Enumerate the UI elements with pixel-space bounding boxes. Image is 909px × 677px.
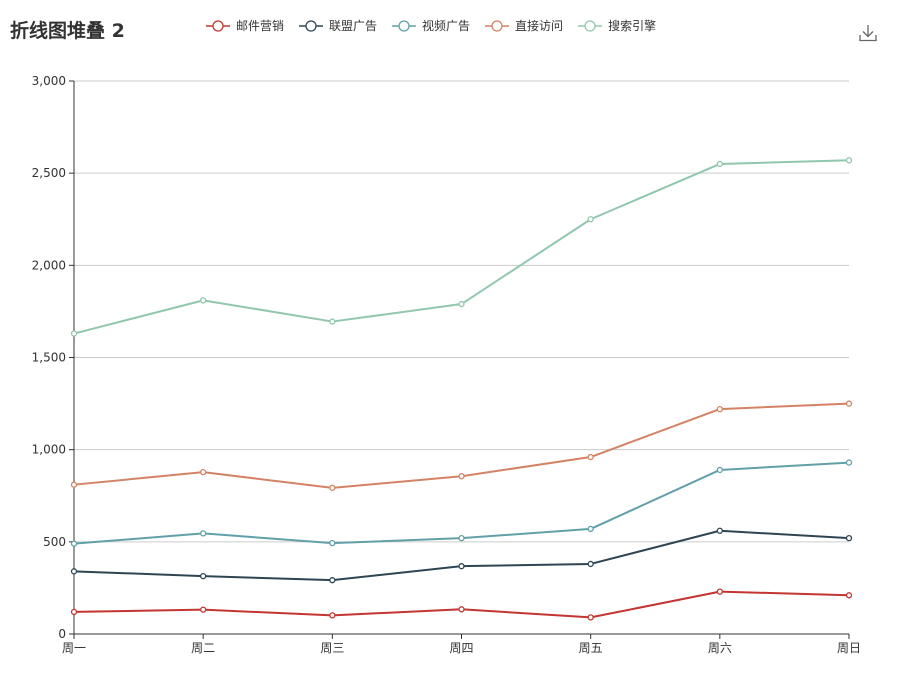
data-point[interactable] (200, 530, 207, 537)
data-point[interactable] (458, 473, 465, 480)
data-point[interactable] (70, 540, 78, 547)
legend-label: 搜索引擎 (608, 19, 657, 33)
data-point[interactable] (200, 572, 207, 580)
legend-line-icon (485, 19, 510, 32)
x-tick-label: 周四 (449, 641, 473, 655)
data-point[interactable] (587, 216, 594, 223)
data-point[interactable] (329, 577, 336, 584)
series-line[interactable] (73, 159, 850, 335)
x-tick-label: 周日 (837, 641, 861, 655)
data-point[interactable] (458, 563, 465, 570)
x-tick-label: 周二 (191, 641, 215, 655)
series-line[interactable] (73, 590, 850, 619)
legend-label: 联盟广告 (329, 19, 378, 33)
legend-line-icon (299, 19, 324, 32)
y-tick-label: 1,500 (32, 351, 66, 365)
data-point[interactable] (845, 459, 853, 466)
legend-item[interactable]: 直接访问 (484, 17, 563, 34)
x-tick-label: 周五 (579, 641, 603, 655)
data-point[interactable] (845, 592, 853, 599)
legend-line-icon (578, 19, 603, 32)
y-tick-label: 2,000 (32, 258, 66, 272)
legend-line-icon (392, 19, 417, 32)
y-tick-label: 1,000 (32, 443, 66, 457)
data-point[interactable] (70, 608, 78, 616)
legend-item[interactable]: 邮件营销 (205, 17, 284, 34)
data-point[interactable] (200, 297, 207, 304)
x-tick-label: 周六 (708, 641, 732, 655)
data-point[interactable] (845, 400, 853, 407)
data-point[interactable] (716, 527, 723, 534)
data-point[interactable] (587, 525, 594, 533)
data-point[interactable] (200, 469, 207, 476)
data-point[interactable] (458, 534, 465, 542)
data-point[interactable] (70, 568, 78, 575)
data-point[interactable] (70, 481, 78, 488)
legend-item[interactable]: 搜索引擎 (577, 17, 656, 34)
data-point[interactable] (587, 453, 594, 461)
legend-label: 邮件营销 (236, 19, 285, 33)
data-point[interactable] (845, 534, 853, 542)
legend-label: 直接访问 (515, 19, 564, 33)
y-tick-label: 500 (43, 535, 66, 549)
y-tick-label: 2,500 (32, 166, 66, 180)
legend-line-icon (206, 19, 230, 32)
data-point[interactable] (716, 405, 723, 413)
download-icon[interactable] (857, 22, 879, 44)
legend-label: 视频广告 (422, 19, 471, 33)
data-point[interactable] (587, 560, 594, 568)
data-point[interactable] (716, 160, 723, 168)
x-tick-label: 周三 (320, 641, 344, 655)
legend-item[interactable]: 视频广告 (391, 17, 470, 34)
data-point[interactable] (458, 606, 465, 613)
y-tick-label: 3,000 (32, 74, 66, 88)
data-point[interactable] (716, 588, 723, 595)
legend: 邮件营销 联盟广告 视频广告 直接访问 搜索引擎 (205, 17, 670, 34)
data-point[interactable] (587, 614, 594, 621)
data-point[interactable] (329, 539, 336, 547)
data-point[interactable] (458, 300, 465, 308)
data-point[interactable] (200, 606, 207, 613)
data-point[interactable] (70, 330, 78, 337)
chart-title: 折线图堆叠 2 (10, 20, 125, 42)
y-tick-label: 0 (58, 627, 66, 641)
data-point[interactable] (329, 318, 336, 325)
x-tick-label: 周一 (62, 641, 86, 655)
data-point[interactable] (329, 484, 336, 491)
legend-item[interactable]: 联盟广告 (298, 17, 377, 34)
data-point[interactable] (329, 612, 336, 619)
data-point[interactable] (845, 157, 853, 164)
data-point[interactable] (716, 466, 723, 474)
